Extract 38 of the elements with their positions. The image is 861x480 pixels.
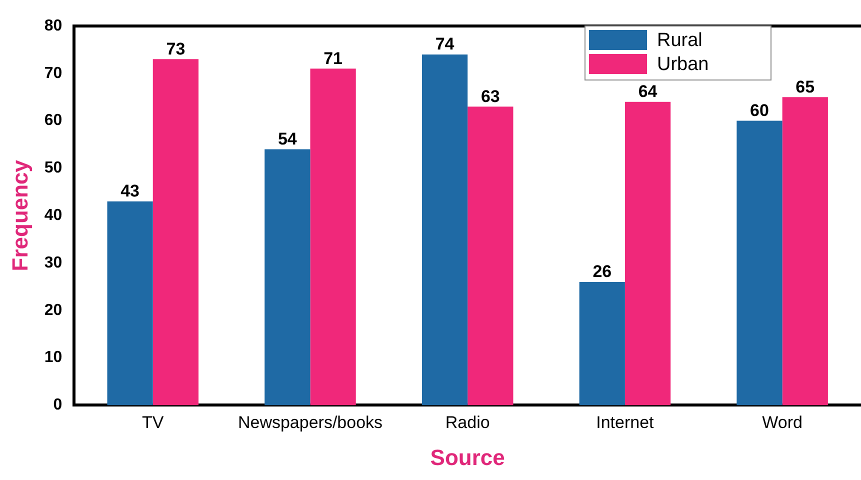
y-tick-label: 30 xyxy=(44,254,62,272)
x-tick-label: TV xyxy=(142,413,164,432)
data-label: 65 xyxy=(796,77,815,96)
y-tick-label: 40 xyxy=(44,207,62,224)
y-tick-label: 80 xyxy=(44,17,62,34)
bar xyxy=(579,282,625,406)
x-axis-title: Source xyxy=(430,444,505,470)
bar xyxy=(624,102,671,406)
data-label: 64 xyxy=(638,82,658,102)
y-tick-label: 20 xyxy=(44,302,62,319)
x-tick-label: Newspapers/books xyxy=(238,413,383,432)
y-tick-label: 0 xyxy=(53,396,62,414)
bar xyxy=(152,59,199,406)
data-label: 71 xyxy=(324,48,343,68)
x-tick-label: Word xyxy=(762,413,802,432)
y-axis-title: Frequency xyxy=(7,159,32,272)
data-label: 43 xyxy=(120,182,140,201)
y-tick-label: 50 xyxy=(44,160,62,177)
bar xyxy=(310,68,356,406)
bar xyxy=(107,201,153,406)
bar xyxy=(264,149,310,406)
bar xyxy=(736,120,782,406)
x-tick-label: Radio xyxy=(445,413,490,432)
data-label: 73 xyxy=(166,39,186,58)
x-tick-label: Internet xyxy=(596,413,654,432)
y-tick-label: 60 xyxy=(44,112,62,130)
y-tick-label: 70 xyxy=(44,64,62,82)
data-label: 54 xyxy=(278,129,298,148)
bar xyxy=(468,106,514,406)
data-label: 60 xyxy=(750,100,769,120)
y-tick-label: 10 xyxy=(44,349,62,366)
bar xyxy=(422,54,468,406)
bar xyxy=(782,97,828,406)
data-label: 63 xyxy=(480,86,500,106)
data-label: 26 xyxy=(592,262,612,282)
legend-label: Urban xyxy=(657,54,709,76)
legend-label: Rural xyxy=(657,30,702,52)
data-label: 74 xyxy=(435,34,455,54)
